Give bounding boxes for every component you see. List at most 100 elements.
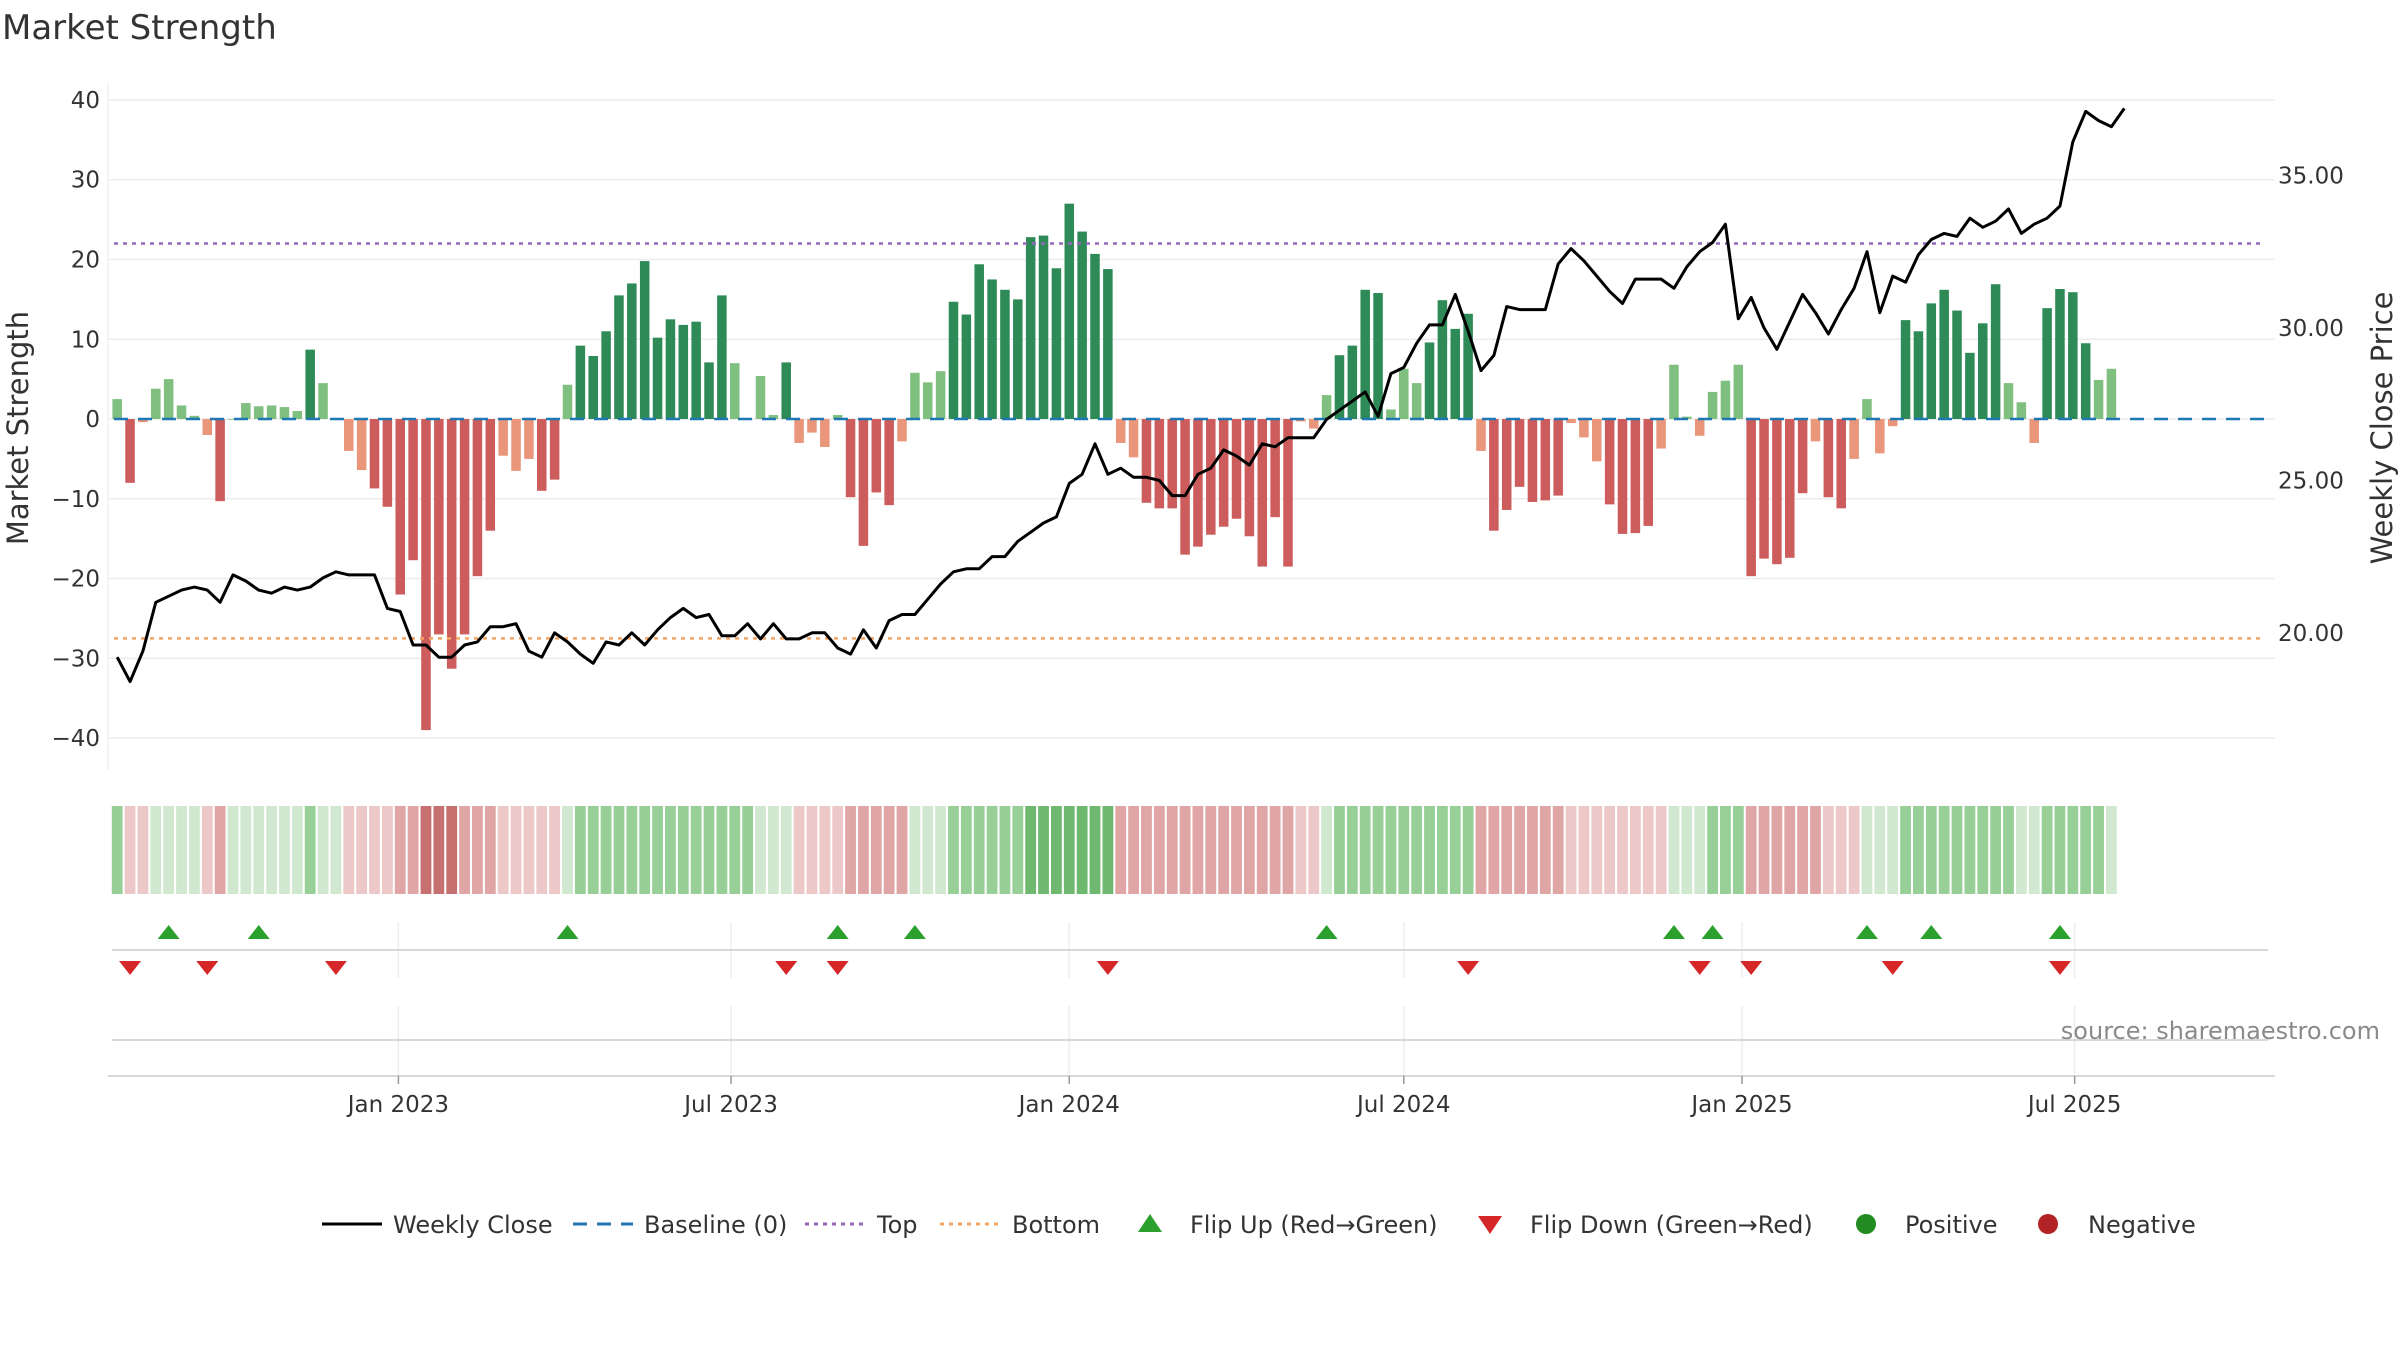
regime-cell: [2003, 806, 2014, 894]
regime-cell: [562, 806, 573, 894]
strength-bar: [1540, 419, 1551, 501]
legend-label: Top: [876, 1211, 918, 1239]
regime-cell: [1539, 806, 1551, 894]
flip-up-marker: [1920, 925, 1943, 939]
y-tick-label: −30: [51, 646, 100, 672]
regime-cell: [1051, 806, 1062, 894]
strength-bar: [1334, 355, 1345, 420]
flip-down-marker: [775, 961, 798, 975]
regime-cell: [1617, 806, 1628, 894]
strength-bar: [2080, 343, 2091, 420]
regime-cell: [1835, 806, 1847, 894]
regime-cell: [729, 806, 741, 894]
strength-bar: [1862, 399, 1872, 420]
strength-bar: [549, 419, 560, 480]
source-label: source: sharemaestro.com: [2061, 1017, 2380, 1045]
regime-cell: [2093, 806, 2104, 894]
strength-bar: [241, 403, 251, 420]
strength-bar: [1875, 419, 1885, 454]
regime-cell: [1205, 806, 1217, 894]
regime-cell: [600, 806, 612, 894]
strength-bar: [1360, 289, 1370, 420]
regime-cell: [407, 806, 419, 894]
strength-bar: [1694, 419, 1705, 436]
regime-cell: [1308, 806, 1320, 894]
regime-cell: [253, 806, 265, 894]
regime-cell: [1784, 806, 1796, 894]
regime-cell: [1243, 806, 1255, 894]
y-tick-label: −20: [51, 567, 100, 593]
regime-cell: [1436, 806, 1448, 894]
y-tick-label: −40: [51, 726, 100, 752]
legend: Weekly Close Baseline (0) Top Bottom Flip Up…: [322, 1211, 2196, 1239]
strength-bar: [832, 415, 843, 420]
legend-label: Flip Down (Green→Red): [1530, 1211, 1813, 1239]
regime-cell: [677, 806, 689, 894]
regime-cell: [690, 806, 702, 894]
strength-bar: [1154, 419, 1165, 509]
strength-bar: [2016, 402, 2027, 420]
regime-cell: [1141, 806, 1152, 894]
x-tick-label: Jan 2024: [1017, 1092, 1120, 1118]
strength-bar: [575, 345, 586, 420]
strength-bar: [1669, 364, 1679, 420]
strength-bar: [472, 419, 483, 577]
flip-down-marker: [2048, 961, 2071, 975]
strength-bar: [614, 295, 624, 420]
strength-bar: [1476, 419, 1486, 451]
regime-cell: [446, 806, 458, 894]
strength-bar: [1167, 419, 1177, 509]
regime-cell: [1861, 806, 1873, 894]
regime-cell: [742, 806, 754, 894]
flip-down-marker: [1688, 961, 1711, 975]
regime-cell: [1720, 806, 1731, 894]
strength-bar: [1952, 310, 1962, 420]
strength-bar: [1386, 409, 1396, 420]
regime-cell: [1527, 806, 1538, 894]
regime-cell: [639, 806, 651, 894]
strength-bar: [1321, 395, 1332, 420]
regime-cell: [1295, 806, 1307, 894]
y-axis-label: Market Strength: [1, 311, 35, 545]
strength-bar: [408, 419, 418, 561]
strength-bar: [922, 382, 933, 420]
strength-bar: [1630, 419, 1641, 534]
regime-cell: [2054, 806, 2066, 894]
regime-cell: [1063, 806, 1075, 894]
regime-cell: [111, 806, 123, 894]
regime-cell: [227, 806, 239, 894]
regime-cell: [999, 806, 1011, 894]
strength-bar: [1141, 419, 1152, 503]
strength-bar: [163, 379, 174, 420]
regime-cell: [1398, 806, 1410, 894]
regime-cell: [819, 806, 831, 894]
strength-bar: [1900, 320, 1911, 420]
regime-cell: [176, 806, 187, 894]
main-grid: [107, 84, 2275, 770]
regime-strip: [111, 806, 2117, 894]
strength-bar: [1000, 289, 1010, 420]
strength-bar: [704, 362, 714, 420]
legend-swatch: [2038, 1214, 2058, 1234]
flip-down-marker: [826, 961, 849, 975]
strength-bar: [253, 406, 264, 420]
x-tick-label: Jul 2023: [682, 1092, 778, 1118]
x-tick-label: Jul 2025: [2026, 1092, 2122, 1118]
strength-bar: [279, 407, 290, 420]
strength-bar: [138, 419, 148, 423]
regime-cell: [986, 806, 998, 894]
strength-bar: [318, 383, 328, 420]
regime-cell: [1231, 806, 1242, 894]
flip-down-marker: [324, 961, 347, 975]
legend-swatch: [1138, 1214, 1162, 1232]
regime-cell: [124, 806, 136, 894]
regime-cell: [1900, 806, 1911, 894]
strength-bar: [884, 419, 894, 506]
regime-cell: [304, 806, 316, 894]
regime-cell: [1681, 806, 1693, 894]
strength-bar: [755, 375, 766, 420]
strength-bar: [112, 399, 122, 420]
strength-bar: [794, 419, 804, 443]
regime-cell: [420, 806, 432, 894]
